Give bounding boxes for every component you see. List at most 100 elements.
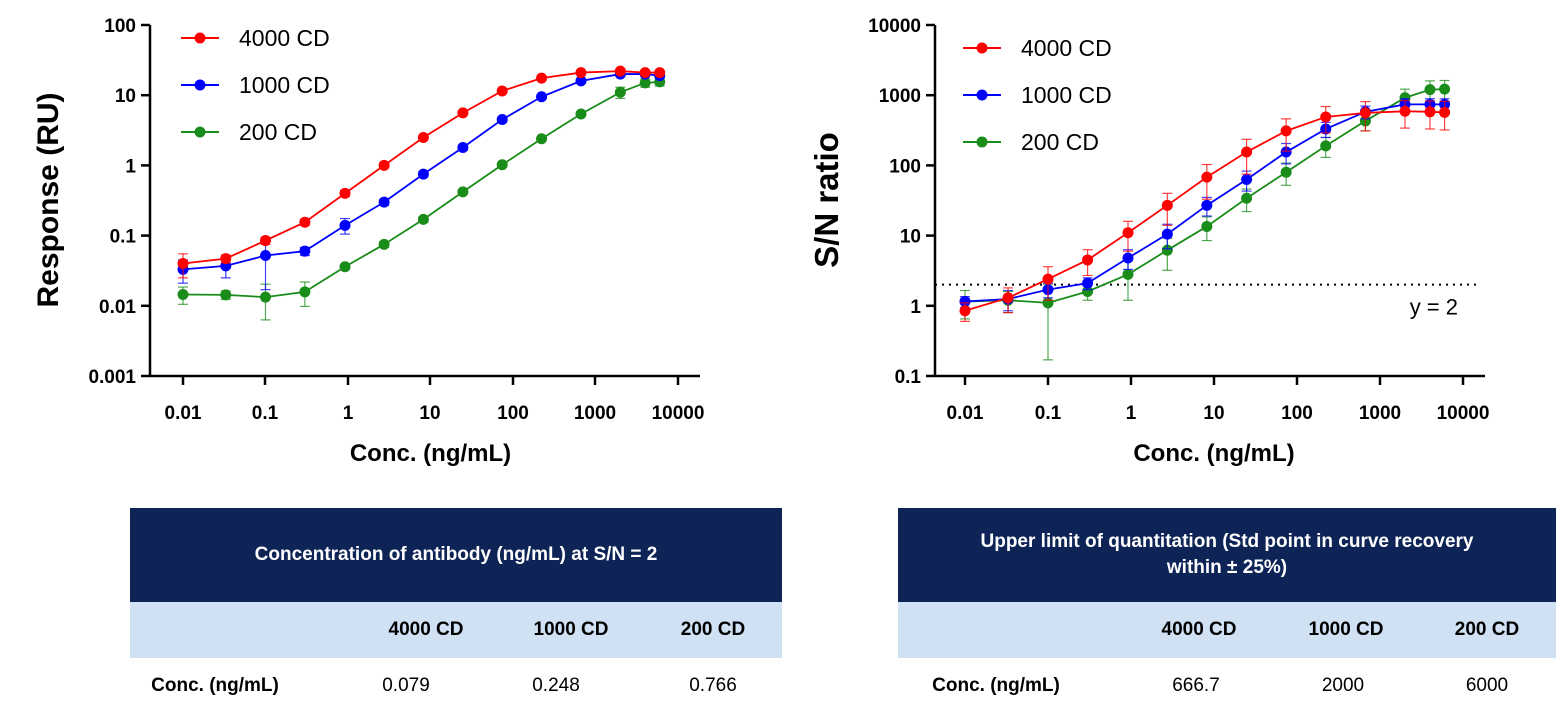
table-row: Conc. (ng/mL) 666.7 2000 6000 [898, 658, 1556, 714]
y-tick-label: 10 [115, 86, 136, 107]
y-tick-label: 10 [900, 227, 921, 248]
table-upper-limit: Upper limit of quantitation (Std point i… [898, 508, 1556, 714]
data-point [417, 168, 429, 180]
data-point [220, 289, 232, 301]
data-point [1201, 220, 1213, 232]
data-point [1201, 199, 1213, 211]
x-tick-label: 1 [1126, 403, 1137, 424]
y-axis-title: Response (RU) [32, 92, 65, 307]
x-tick-label: 0.1 [252, 403, 279, 424]
y-axis-title: S/N ratio [808, 132, 845, 268]
data-point [496, 85, 508, 97]
table-cell: 2000 [1321, 675, 1365, 696]
y-tick-label: 100 [889, 156, 921, 177]
y-tick-label: 0.1 [110, 227, 137, 248]
series-line [182, 80, 660, 299]
table-row: Conc. (ng/mL) 0.079 0.248 0.766 [130, 658, 782, 714]
legend-label: 4000 CD [239, 25, 330, 51]
data-point [1161, 228, 1173, 240]
data-point [496, 114, 508, 126]
y-tick-label: 0.01 [99, 297, 136, 318]
column-header: 4000 CD [1161, 619, 1237, 640]
series-line [182, 73, 660, 271]
data-point [1082, 285, 1094, 297]
series-line [964, 88, 1445, 304]
column-header: 1000 CD [1308, 619, 1384, 640]
data-point [1082, 277, 1094, 289]
threshold-label: y = 2 [1410, 295, 1458, 320]
x-tick-label: 10 [419, 403, 440, 424]
x-tick-label: 1000 [1359, 403, 1401, 424]
data-point [1042, 273, 1054, 285]
y-tick-label: 0.001 [88, 367, 136, 388]
data-point [1399, 105, 1411, 117]
chart-2: 0.1 1 10 100 1000 10000 0.01 0.1 1 10 100 1000 10000… [808, 16, 1489, 467]
legend-label: 1000 CD [239, 72, 330, 98]
column-header: 200 CD [1454, 619, 1520, 640]
x-axis-title: Conc. (ng/mL) [1133, 440, 1294, 467]
data-point [1082, 254, 1094, 266]
x-tick-label: 0.01 [947, 403, 984, 424]
data-point [1161, 244, 1173, 256]
column-header: 1000 CD [533, 619, 609, 640]
data-point [1241, 192, 1253, 204]
table-cell: 0.766 [689, 675, 737, 696]
data-point [614, 86, 626, 98]
table-cell: 6000 [1465, 675, 1509, 696]
chart-1: 0.001 0.01 0.1 1 10 100 0.01 0.1 1 10 100 1000 10000… [32, 16, 704, 467]
data-point [1122, 268, 1134, 280]
data-point [339, 261, 351, 273]
column-header: 4000 CD [388, 619, 464, 640]
data-point [177, 288, 189, 300]
y-tick-label: 100 [104, 16, 136, 37]
legend-item: 1000 CD [181, 72, 330, 98]
data-point [1201, 171, 1213, 183]
legend-label: 200 CD [1021, 129, 1099, 155]
table-cell: 0.248 [532, 675, 580, 696]
data-point [959, 305, 971, 317]
y-tick-label: 1 [125, 156, 136, 177]
data-point [1280, 125, 1292, 137]
data-point [417, 131, 429, 143]
data-point [299, 286, 311, 298]
row-label: Conc. (ng/mL) [151, 675, 279, 696]
data-point [1161, 199, 1173, 211]
x-tick-label: 1000 [574, 403, 616, 424]
data-point [959, 296, 971, 308]
table-title: Upper limit of quantitation (Std point i… [898, 508, 1556, 602]
data-point [1424, 84, 1436, 96]
data-point [1002, 292, 1014, 304]
data-point [339, 187, 351, 199]
data-point [299, 216, 311, 228]
x-tick-label: 10000 [1437, 403, 1490, 424]
x-tick-label: 0.1 [1035, 403, 1062, 424]
legend-marker [976, 42, 988, 54]
data-point [378, 196, 390, 208]
legend-marker [976, 136, 988, 148]
legend-item: 200 CD [963, 129, 1099, 155]
legend-marker [194, 126, 206, 138]
data-point [1122, 227, 1134, 239]
data-point [299, 245, 311, 257]
x-tick-label: 100 [497, 403, 529, 424]
data-point [1320, 111, 1332, 123]
data-point [639, 67, 651, 79]
data-point [536, 72, 548, 84]
series-1000-cd [177, 68, 666, 291]
y-tick-label: 1 [910, 297, 921, 318]
series-200-cd [177, 76, 666, 321]
data-point [1424, 106, 1436, 118]
data-point [1320, 140, 1332, 152]
data-point [536, 133, 548, 145]
data-point [496, 159, 508, 171]
data-point [575, 67, 587, 79]
data-point [1439, 83, 1451, 95]
y-tick-label: 0.1 [895, 367, 922, 388]
data-point [339, 219, 351, 231]
data-point [1280, 166, 1292, 178]
data-point [575, 108, 587, 120]
x-tick-label: 100 [1281, 403, 1313, 424]
legend-item: 1000 CD [963, 82, 1112, 108]
data-point [1241, 146, 1253, 158]
legend-item: 200 CD [181, 119, 317, 145]
